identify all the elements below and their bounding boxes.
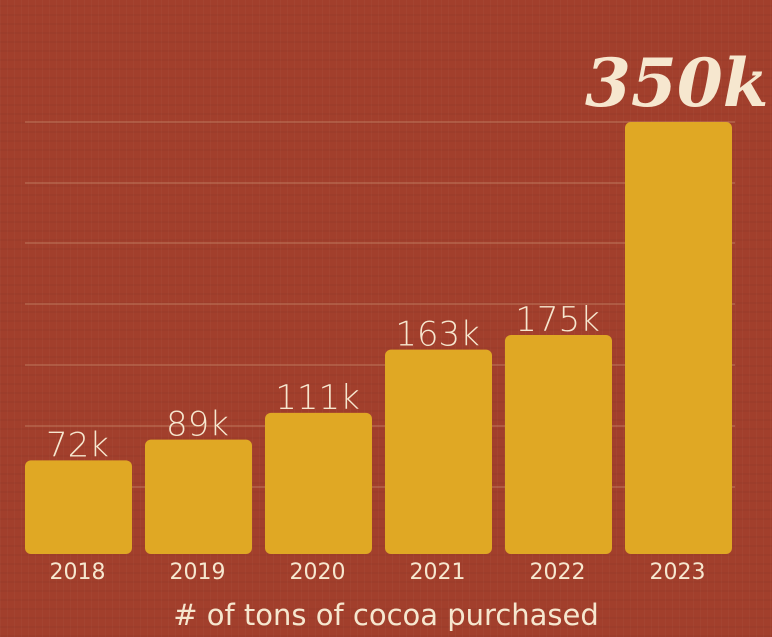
bar-2019: [145, 439, 252, 554]
bars: [25, 122, 732, 554]
x-tick-2018: 2018: [50, 560, 106, 585]
x-tick-2023: 2023: [650, 560, 706, 585]
value-label-2022: 175k: [515, 300, 600, 340]
x-axis-label: # of tons of cocoa purchased: [173, 598, 599, 632]
x-tick-2019: 2019: [170, 560, 226, 585]
x-tick-2020: 2020: [290, 560, 346, 585]
gridlines: [25, 121, 735, 488]
x-axis-ticks: 2018 2019 2020 2021 2022 2023: [50, 560, 706, 585]
value-labels: 72k 89k 111k 163k 175k 350k: [46, 44, 768, 465]
value-label-2021: 163k: [395, 315, 480, 355]
value-label-2018: 72k: [46, 425, 109, 465]
bar-2020: [265, 412, 372, 554]
value-label-2019: 89k: [166, 405, 229, 445]
value-label-2020: 111k: [275, 378, 360, 418]
x-tick-2021: 2021: [410, 560, 466, 585]
bar-2022: [505, 335, 612, 554]
x-tick-2022: 2022: [530, 560, 586, 585]
value-label-2023: 350k: [585, 44, 769, 122]
bar-2023: [625, 122, 732, 554]
bar-2018: [25, 460, 132, 554]
bar-2021: [385, 349, 492, 554]
